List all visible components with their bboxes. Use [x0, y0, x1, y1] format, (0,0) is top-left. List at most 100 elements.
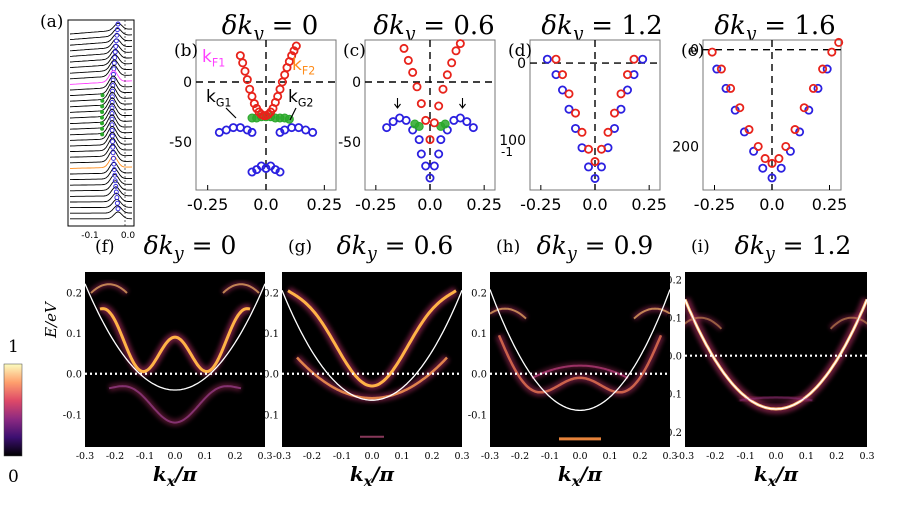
edc-curve	[69, 125, 133, 141]
x-tick-label: 0.3	[257, 451, 272, 462]
data-point-red	[726, 83, 736, 93]
data-point-red	[447, 58, 457, 68]
kG1-label: kG1	[206, 87, 231, 109]
edc-curve	[70, 161, 132, 175]
x-tick-label: 0.0	[759, 195, 784, 214]
data-point-blue	[468, 123, 478, 133]
x-tick-label: -0.2	[511, 451, 529, 462]
x-tick-label: -0.2	[303, 451, 321, 462]
x-tick-label: 0.3	[454, 451, 469, 462]
x-tick-label: 0.2	[227, 451, 242, 462]
edc-peak-marker	[111, 60, 117, 66]
x-tick-label: 0.2	[632, 451, 647, 462]
edc-curve	[69, 75, 133, 91]
data-point-red	[416, 99, 426, 109]
data-point-red	[584, 144, 594, 154]
data-point-red	[767, 158, 777, 168]
y-axis-label: E/eV	[42, 300, 60, 339]
edc-curve	[70, 149, 132, 164]
x-tick-label: 0.1	[602, 451, 617, 462]
x-tick-label: 0.2	[424, 451, 439, 462]
edc-peak-marker	[110, 83, 116, 89]
edc-green-marker	[100, 121, 105, 126]
data-point-blue	[712, 64, 722, 74]
edc-peak-marker	[112, 55, 118, 61]
y-tick-label: 0.1	[666, 314, 682, 325]
y-tick-label: -0.1	[663, 390, 682, 401]
data-point-red	[412, 82, 422, 92]
data-point-red	[735, 103, 745, 113]
edc-curve	[70, 198, 132, 209]
data-point-red	[760, 154, 770, 164]
data-point-blue	[434, 149, 444, 159]
data-point-blue	[822, 64, 832, 74]
data-point-blue	[795, 127, 805, 137]
model-parabola	[685, 299, 867, 410]
colorbar-gradient	[3, 363, 23, 457]
edc-green-marker	[100, 132, 105, 137]
data-point-blue	[767, 173, 777, 183]
colorbar-max: 1	[8, 337, 19, 357]
data-point-red	[399, 43, 409, 53]
kF2-label: kF2	[292, 55, 315, 77]
panel-i: (i) δky = 1.2 0.2 0.1 0.0 -0.1 -0.2 -0.3 -0.2 -0.…	[663, 231, 875, 490]
edc-peak-marker	[109, 99, 115, 105]
bottom-panels: (f) δky = 0 0.2 0.1 0.0 -0.1 -0.3 -0.2 -0.1 0.0 0.…	[42, 231, 875, 490]
data-point-red	[781, 141, 791, 151]
y-tick-label: 0.2	[471, 288, 487, 299]
y-tick-label: -0.1	[260, 410, 279, 421]
data-point-blue	[462, 117, 472, 127]
x-tick-label: -0.25	[355, 195, 396, 214]
panel-a-frame	[67, 19, 135, 227]
band-core	[633, 307, 670, 320]
right-tick-label: -1	[501, 145, 513, 159]
panel-h-label: (h)	[496, 237, 520, 257]
x-tick-label: -0.25	[520, 195, 561, 214]
colorbar: 1 0	[3, 337, 23, 487]
x-tick-label: 0.1	[197, 451, 212, 462]
data-point-red	[442, 70, 452, 80]
panel-h-title: δky = 0.9	[537, 231, 654, 265]
x-axis-label: kx/π	[350, 462, 395, 490]
band-core	[90, 283, 128, 294]
arrow-left	[394, 98, 401, 109]
edc-peak-marker	[109, 116, 115, 122]
data-point-blue	[739, 127, 749, 137]
x-tick-label: -0.1	[737, 451, 755, 462]
edc-curve	[70, 192, 132, 203]
x-tick-label: 0.2	[829, 451, 844, 462]
heatmap-background	[490, 272, 670, 447]
panel-i-label: (i)	[691, 237, 710, 257]
data-point-blue	[623, 85, 633, 95]
data-point-blue	[616, 104, 626, 114]
edc-peak-marker	[114, 195, 120, 201]
data-point-blue	[388, 117, 398, 127]
edc-peak-marker	[111, 161, 117, 167]
model-parabola	[282, 290, 462, 401]
edc-peak-marker	[110, 88, 115, 94]
data-point-red	[623, 70, 633, 80]
data-point-blue	[455, 113, 465, 123]
data-point-red	[753, 141, 763, 151]
data-point-red	[808, 83, 818, 93]
data-point-red	[249, 99, 259, 109]
y-tick-label: 0.1	[263, 329, 279, 340]
edc-curve	[69, 48, 133, 63]
y-tick-label: 0	[183, 75, 192, 91]
edc-curve	[70, 167, 133, 181]
x-tick-label: 0.25	[466, 195, 502, 214]
edc-peak-marker	[112, 172, 118, 178]
data-point-blue	[804, 105, 814, 115]
edc-green-marker	[100, 104, 105, 109]
x-tick-label: -0.3	[273, 451, 291, 462]
edc-curves	[69, 20, 133, 226]
data-point-blue	[749, 146, 759, 156]
edc-curve	[69, 43, 133, 57]
data-point-blue	[597, 162, 607, 172]
band-core	[531, 364, 629, 379]
data-point-red	[291, 41, 301, 51]
panel-a: (a) -0.1 0.0	[40, 12, 135, 241]
kF1-label: kF1	[202, 47, 225, 69]
y-tick-label: 100	[499, 133, 526, 149]
edc-peak-marker	[113, 189, 119, 195]
